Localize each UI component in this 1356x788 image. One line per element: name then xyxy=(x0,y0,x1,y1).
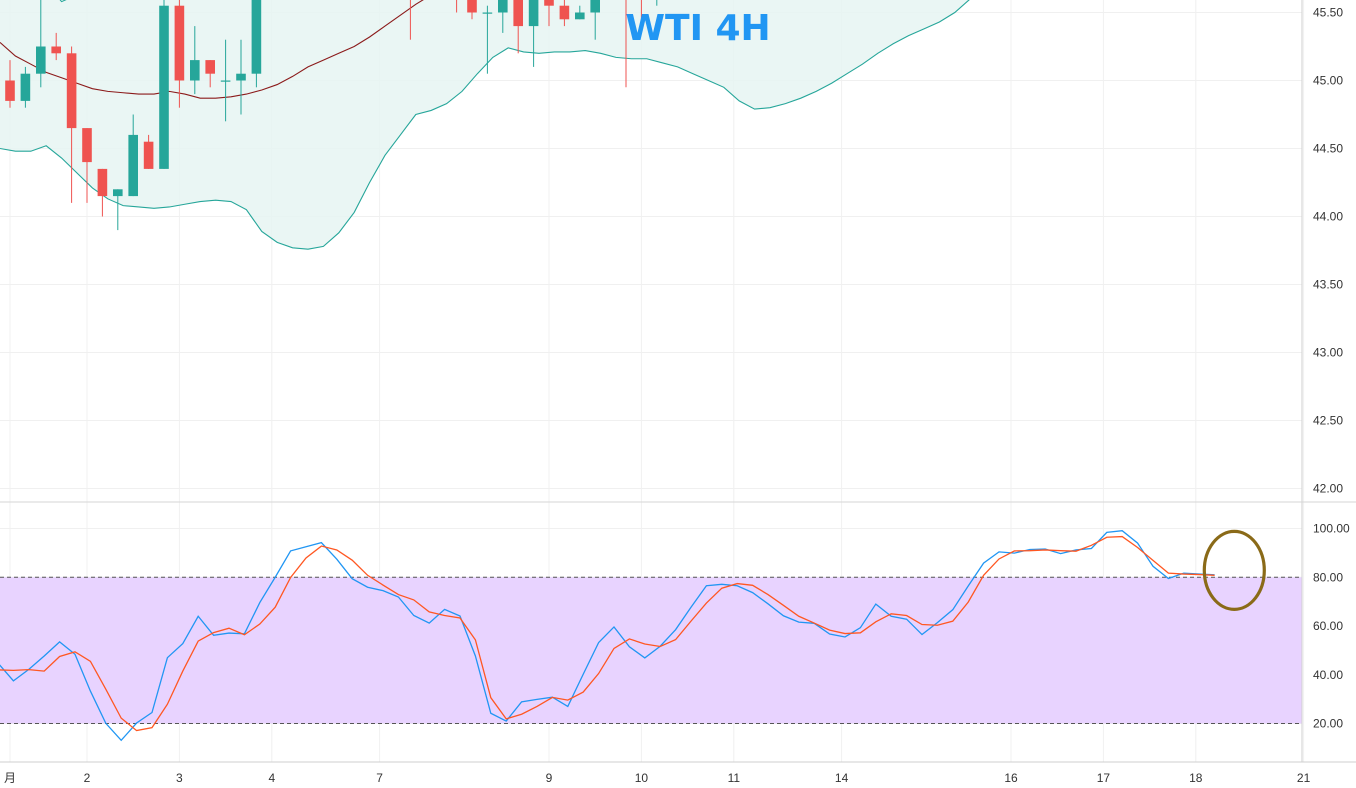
candle-body xyxy=(236,73,246,81)
candle-body xyxy=(467,0,477,13)
candle-body xyxy=(575,12,585,20)
candle-body xyxy=(544,0,554,6)
x-tick-label: 14 xyxy=(835,771,849,785)
x-tick-label: 21 xyxy=(1297,771,1311,785)
candle-body xyxy=(128,134,138,197)
x-tick-label: 18 xyxy=(1189,771,1203,785)
x-tick-label: 4 xyxy=(268,771,275,785)
y-tick-label: 42.00 xyxy=(1313,482,1343,496)
osc-y-tick-label: 100.00 xyxy=(1313,522,1350,536)
candle-body xyxy=(220,80,231,82)
chart-title: WTI 4H xyxy=(625,8,770,49)
candle-body xyxy=(82,128,92,163)
x-tick-label: 17 xyxy=(1097,771,1111,785)
x-tick-label: 2 xyxy=(84,771,91,785)
candle-body xyxy=(174,5,185,81)
candle-body xyxy=(590,0,600,13)
x-tick-label: 3 xyxy=(176,771,183,785)
x-tick-label: 7 xyxy=(376,771,383,785)
candle-body xyxy=(51,46,61,54)
candle-body xyxy=(66,53,77,129)
osc-y-tick-label: 40.00 xyxy=(1313,668,1343,682)
candle-body xyxy=(513,0,523,27)
candle-body xyxy=(498,0,508,13)
bollinger-lower-line xyxy=(0,0,970,250)
osc-y-tick-label: 60.00 xyxy=(1313,619,1343,633)
highlight-circle xyxy=(1202,529,1266,611)
y-tick-label: 45.00 xyxy=(1313,74,1343,88)
osc-y-tick-label: 80.00 xyxy=(1313,570,1343,584)
x-tick-label: 月 xyxy=(4,771,16,785)
y-tick-label: 45.50 xyxy=(1313,6,1343,20)
candle-body xyxy=(143,141,154,169)
candle-body xyxy=(159,5,169,169)
osc-y-tick-label: 20.00 xyxy=(1313,717,1343,731)
candle-body xyxy=(482,12,493,14)
stoch-band-fill xyxy=(0,577,1302,724)
x-tick-label: 11 xyxy=(728,771,741,785)
y-tick-label: 42.50 xyxy=(1313,414,1343,428)
bollinger-band-fill xyxy=(0,0,969,250)
y-tick-label: 44.50 xyxy=(1313,142,1343,156)
y-tick-label: 44.00 xyxy=(1313,210,1343,224)
bollinger-basis-line xyxy=(0,0,424,99)
candle-body xyxy=(36,46,46,74)
candle-body xyxy=(5,80,15,101)
candle-body xyxy=(251,0,262,74)
y-tick-label: 43.50 xyxy=(1313,278,1343,292)
candle-body xyxy=(113,189,123,197)
y-tick-label: 43.00 xyxy=(1313,346,1343,360)
candle-body xyxy=(190,60,200,81)
candle-body xyxy=(559,5,570,20)
candle-body xyxy=(528,0,539,27)
candle-body xyxy=(205,60,215,74)
stoch-d-line xyxy=(0,535,1215,732)
x-tick-label: 10 xyxy=(635,771,649,785)
candle-body xyxy=(97,168,108,197)
x-tick-label: 16 xyxy=(1004,771,1018,785)
x-tick-label: 9 xyxy=(546,771,553,785)
candle-body xyxy=(20,73,31,101)
